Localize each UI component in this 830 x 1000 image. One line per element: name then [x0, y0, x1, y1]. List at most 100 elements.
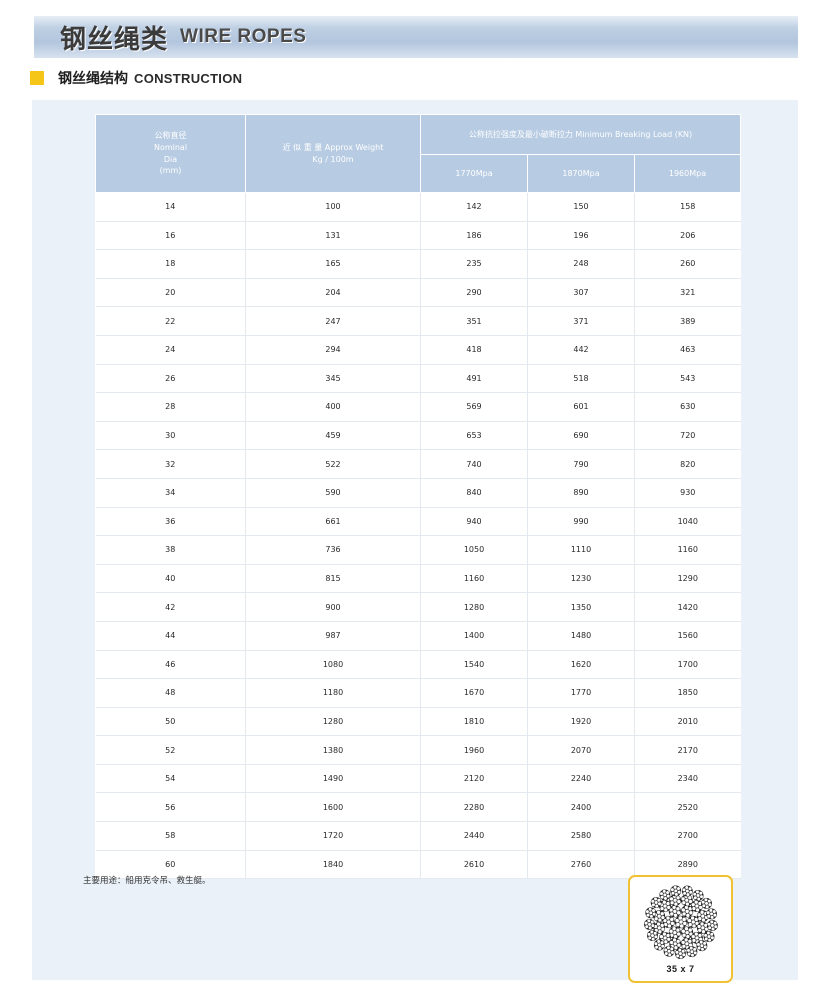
table-head: 公称直径 Nominal Dia (mm) 近 似 重 量 Approx Wei… — [95, 114, 742, 193]
cell-breaking-load-1960mpa: 543 — [633, 364, 741, 394]
cell-nominal-dia: 42 — [95, 592, 246, 622]
cell-nominal-dia: 50 — [95, 707, 246, 737]
cell-breaking-load-1770mpa: 569 — [420, 392, 528, 422]
cell-breaking-load-1960mpa: 2010 — [633, 707, 741, 737]
cell-breaking-load-1870mpa: 2400 — [527, 792, 635, 823]
cell-breaking-load-1870mpa: 196 — [527, 221, 635, 251]
col-header-1960mpa: 1960Mpa — [633, 154, 742, 193]
table-row: 40 815 1160 1230 1290 — [95, 564, 741, 594]
cell-nominal-dia: 56 — [95, 792, 246, 823]
cell-breaking-load-1770mpa: 491 — [420, 364, 528, 394]
table-row: 38 736 1050 1110 1160 — [95, 535, 741, 565]
cell-approx-weight: 1180 — [245, 678, 421, 708]
cell-breaking-load-1770mpa: 1960 — [420, 735, 528, 765]
cell-breaking-load-1770mpa: 840 — [420, 478, 528, 508]
cell-breaking-load-1870mpa: 790 — [527, 449, 635, 479]
cell-breaking-load-1870mpa: 1350 — [527, 592, 635, 622]
cell-breaking-load-1770mpa: 1810 — [420, 707, 528, 737]
table-row: 36 661 940 990 1040 — [95, 507, 741, 537]
col-header-nominal-dia-l4: (mm) — [159, 166, 182, 176]
cell-breaking-load-1960mpa: 1700 — [633, 650, 741, 680]
cell-breaking-load-1960mpa: 1560 — [633, 621, 741, 651]
cell-nominal-dia: 32 — [95, 449, 246, 479]
table-row: 60 1840 2610 2760 2890 — [95, 850, 741, 880]
cell-breaking-load-1960mpa: 720 — [633, 421, 741, 451]
cell-breaking-load-1960mpa: 463 — [633, 335, 741, 365]
cell-breaking-load-1870mpa: 601 — [527, 392, 635, 422]
col-header-1770mpa: 1770Mpa — [420, 154, 528, 193]
cell-approx-weight: 1840 — [245, 850, 421, 880]
col-header-nominal-dia-l3: Dia — [163, 154, 178, 164]
cell-breaking-load-1870mpa: 1620 — [527, 650, 635, 680]
cell-breaking-load-1870mpa: 890 — [527, 478, 635, 508]
cell-approx-weight: 247 — [245, 306, 421, 336]
cell-approx-weight: 1490 — [245, 764, 421, 794]
cell-nominal-dia: 24 — [95, 335, 246, 365]
content-panel: 公称直径 Nominal Dia (mm) 近 似 重 量 Approx Wei… — [32, 100, 798, 983]
cell-approx-weight: 294 — [245, 335, 421, 365]
table-row: 20 204 290 307 321 — [95, 278, 741, 308]
table-row: 58 1720 2440 2580 2700 — [95, 821, 741, 851]
col-header-1870mpa: 1870Mpa — [527, 154, 635, 193]
cell-breaking-load-1770mpa: 235 — [420, 249, 528, 279]
cell-breaking-load-1870mpa: 2070 — [527, 735, 635, 765]
page-title-banner: 钢丝绳类 WIRE ROPES — [34, 16, 798, 58]
cell-breaking-load-1770mpa: 1670 — [420, 678, 528, 708]
col-header-approx-weight: 近 似 重 量 Approx Weight Kg / 100m — [245, 114, 421, 193]
cell-breaking-load-1770mpa: 418 — [420, 335, 528, 365]
cell-breaking-load-1960mpa: 389 — [633, 306, 741, 336]
table-header-row-1: 公称直径 Nominal Dia (mm) 近 似 重 量 Approx Wei… — [95, 114, 742, 193]
cell-approx-weight: 1280 — [245, 707, 421, 737]
cell-breaking-load-1960mpa: 1850 — [633, 678, 741, 708]
cell-approx-weight: 900 — [245, 592, 421, 622]
cell-breaking-load-1960mpa: 1290 — [633, 564, 741, 594]
cell-breaking-load-1870mpa: 371 — [527, 306, 635, 336]
cell-breaking-load-1870mpa: 2240 — [527, 764, 635, 794]
table-row: 34 590 840 890 930 — [95, 478, 741, 508]
cell-approx-weight: 661 — [245, 507, 421, 537]
cell-breaking-load-1870mpa: 307 — [527, 278, 635, 308]
cell-approx-weight: 1720 — [245, 821, 421, 851]
cell-breaking-load-1960mpa: 1160 — [633, 535, 741, 565]
table-row: 26 345 491 518 543 — [95, 364, 741, 394]
cell-breaking-load-1770mpa: 2610 — [420, 850, 528, 880]
cell-breaking-load-1870mpa: 1480 — [527, 621, 635, 651]
cell-breaking-load-1770mpa: 2440 — [420, 821, 528, 851]
cell-approx-weight: 590 — [245, 478, 421, 508]
col-header-approx-weight-l2: Kg / 100m — [312, 154, 354, 164]
cell-approx-weight: 1080 — [245, 650, 421, 680]
cell-breaking-load-1770mpa: 740 — [420, 449, 528, 479]
cell-breaking-load-1960mpa: 820 — [633, 449, 741, 479]
cell-approx-weight: 459 — [245, 421, 421, 451]
table-row: 42 900 1280 1350 1420 — [95, 592, 741, 622]
cell-breaking-load-1770mpa: 290 — [420, 278, 528, 308]
cell-breaking-load-1870mpa: 1770 — [527, 678, 635, 708]
cell-breaking-load-1960mpa: 158 — [633, 192, 741, 222]
cell-breaking-load-1770mpa: 940 — [420, 507, 528, 537]
section-subtitle-en: CONSTRUCTION — [134, 70, 243, 86]
cell-nominal-dia: 38 — [95, 535, 246, 565]
table-row: 24 294 418 442 463 — [95, 335, 741, 365]
cell-approx-weight: 1600 — [245, 792, 421, 823]
table-header-row-2: 1770Mpa 1870Mpa 1960Mpa — [96, 154, 742, 193]
cell-nominal-dia: 48 — [95, 678, 246, 708]
cell-breaking-load-1870mpa: 150 — [527, 192, 635, 222]
section-subtitle-cn: 钢丝绳结构 — [58, 71, 128, 87]
cell-breaking-load-1770mpa: 2120 — [420, 764, 528, 794]
cell-breaking-load-1870mpa: 690 — [527, 421, 635, 451]
section-subtitle: 钢丝绳结构 CONSTRUCTION — [30, 68, 242, 88]
cell-breaking-load-1770mpa: 2280 — [420, 792, 528, 823]
cell-nominal-dia: 30 — [95, 421, 246, 451]
cell-nominal-dia: 16 — [95, 221, 246, 251]
cell-breaking-load-1770mpa: 1540 — [420, 650, 528, 680]
table-row: 14 100 142 150 158 — [95, 192, 741, 222]
cell-approx-weight: 345 — [245, 364, 421, 394]
cell-approx-weight: 400 — [245, 392, 421, 422]
table-row: 30 459 653 690 720 — [95, 421, 741, 451]
cell-breaking-load-1870mpa: 248 — [527, 249, 635, 279]
cell-nominal-dia: 60 — [95, 850, 246, 880]
cell-nominal-dia: 18 — [95, 249, 246, 279]
table-row: 44 987 1400 1480 1560 — [95, 621, 741, 651]
cell-breaking-load-1960mpa: 2340 — [633, 764, 741, 794]
cell-breaking-load-1870mpa: 2580 — [527, 821, 635, 851]
